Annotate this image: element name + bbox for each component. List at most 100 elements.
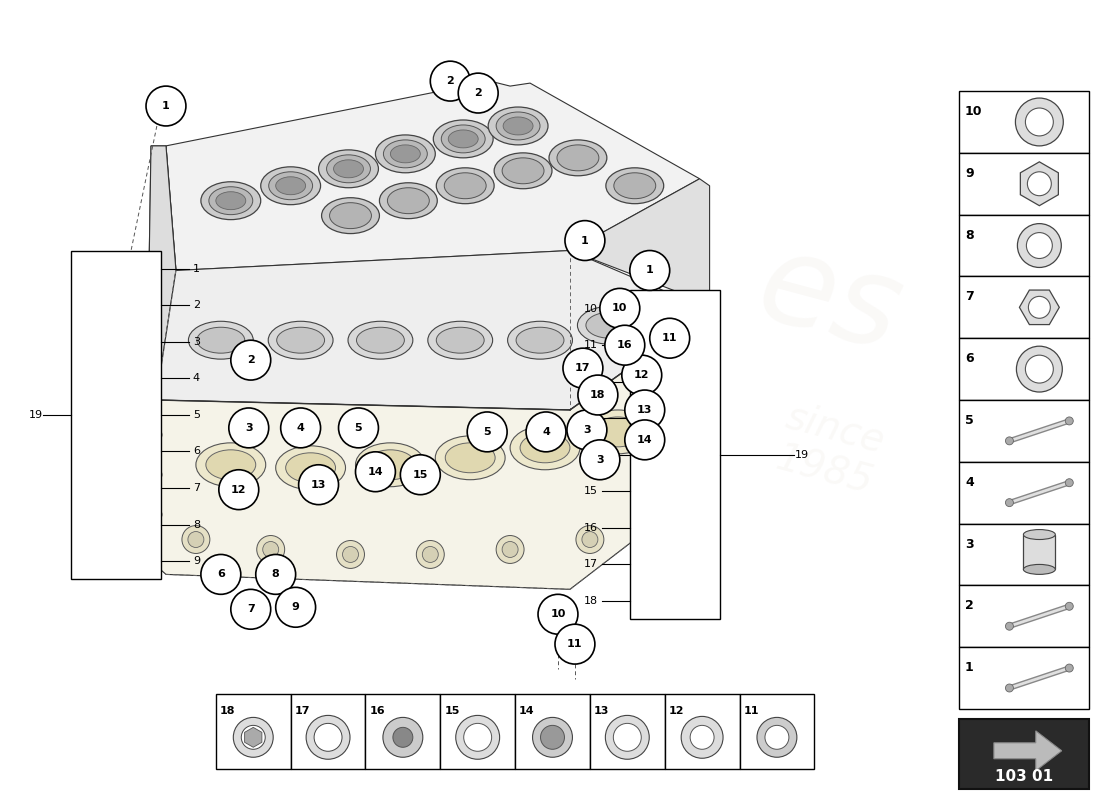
Text: 19: 19 bbox=[30, 410, 43, 420]
Polygon shape bbox=[146, 146, 176, 410]
Polygon shape bbox=[1021, 162, 1058, 206]
Text: 10: 10 bbox=[550, 610, 565, 619]
Text: 18: 18 bbox=[590, 390, 606, 400]
Circle shape bbox=[1065, 664, 1074, 672]
Circle shape bbox=[1065, 417, 1074, 425]
Text: 16: 16 bbox=[617, 340, 632, 350]
Ellipse shape bbox=[206, 450, 255, 480]
Ellipse shape bbox=[549, 140, 607, 176]
Text: 16: 16 bbox=[584, 523, 598, 533]
Circle shape bbox=[459, 73, 498, 113]
Text: 2: 2 bbox=[447, 76, 454, 86]
Bar bbox=[959, 719, 1089, 789]
Circle shape bbox=[502, 542, 518, 558]
Circle shape bbox=[1015, 98, 1064, 146]
Bar bbox=[1023, 534, 1055, 570]
Polygon shape bbox=[148, 310, 710, 590]
Text: 1: 1 bbox=[192, 264, 200, 274]
Text: 4: 4 bbox=[192, 374, 200, 383]
Circle shape bbox=[625, 420, 664, 460]
Circle shape bbox=[532, 718, 572, 758]
Circle shape bbox=[1005, 437, 1013, 445]
Text: 13: 13 bbox=[594, 706, 609, 716]
Ellipse shape bbox=[140, 506, 162, 522]
Text: 3: 3 bbox=[596, 454, 604, 465]
Ellipse shape bbox=[520, 433, 570, 462]
Ellipse shape bbox=[321, 198, 380, 234]
Circle shape bbox=[496, 535, 524, 563]
Ellipse shape bbox=[140, 466, 162, 482]
Text: 1: 1 bbox=[162, 101, 169, 111]
Bar bbox=[959, 523, 1089, 586]
Text: 3: 3 bbox=[245, 423, 253, 433]
Ellipse shape bbox=[516, 327, 564, 353]
Ellipse shape bbox=[188, 322, 253, 359]
Circle shape bbox=[255, 554, 296, 594]
Ellipse shape bbox=[355, 443, 426, 486]
Ellipse shape bbox=[507, 322, 572, 359]
Ellipse shape bbox=[488, 107, 548, 145]
Circle shape bbox=[422, 546, 438, 562]
Text: 18: 18 bbox=[584, 596, 598, 606]
Circle shape bbox=[229, 408, 268, 448]
Circle shape bbox=[241, 726, 265, 750]
Text: 10: 10 bbox=[965, 105, 982, 118]
Ellipse shape bbox=[593, 417, 642, 447]
Circle shape bbox=[757, 718, 796, 758]
Circle shape bbox=[298, 465, 339, 505]
Circle shape bbox=[1025, 355, 1054, 383]
Text: 8: 8 bbox=[965, 229, 974, 242]
Ellipse shape bbox=[441, 125, 485, 153]
Circle shape bbox=[578, 375, 618, 415]
Text: 17: 17 bbox=[584, 559, 598, 570]
Circle shape bbox=[306, 715, 350, 759]
Text: a passion made here, since 1985: a passion made here, since 1985 bbox=[222, 463, 579, 596]
Circle shape bbox=[576, 526, 604, 554]
Circle shape bbox=[614, 723, 641, 751]
Circle shape bbox=[383, 718, 422, 758]
Circle shape bbox=[337, 541, 364, 569]
Text: 12: 12 bbox=[669, 706, 684, 716]
Circle shape bbox=[455, 715, 499, 759]
Text: 9: 9 bbox=[292, 602, 299, 612]
Circle shape bbox=[1026, 233, 1053, 258]
Text: 13: 13 bbox=[584, 414, 598, 423]
Text: 5: 5 bbox=[965, 414, 974, 427]
Bar bbox=[216, 694, 290, 769]
Ellipse shape bbox=[437, 327, 484, 353]
Ellipse shape bbox=[1023, 530, 1055, 539]
Text: 14: 14 bbox=[367, 466, 383, 477]
Ellipse shape bbox=[201, 182, 261, 220]
Bar bbox=[959, 338, 1089, 400]
Polygon shape bbox=[156, 250, 710, 410]
Bar bbox=[739, 694, 814, 769]
Ellipse shape bbox=[494, 153, 552, 189]
Bar bbox=[630, 290, 719, 619]
Circle shape bbox=[1005, 684, 1013, 692]
Circle shape bbox=[621, 355, 662, 395]
Circle shape bbox=[540, 726, 564, 750]
Ellipse shape bbox=[502, 158, 544, 184]
Text: 14: 14 bbox=[637, 435, 652, 445]
Text: 15: 15 bbox=[412, 470, 428, 480]
Ellipse shape bbox=[140, 427, 162, 443]
Text: 4: 4 bbox=[542, 427, 550, 437]
Text: 13: 13 bbox=[637, 405, 652, 415]
Text: 9: 9 bbox=[965, 167, 974, 180]
Circle shape bbox=[690, 726, 714, 750]
Circle shape bbox=[600, 288, 640, 328]
Circle shape bbox=[219, 470, 258, 510]
Text: 8: 8 bbox=[192, 519, 200, 530]
Circle shape bbox=[339, 408, 378, 448]
Ellipse shape bbox=[446, 443, 495, 473]
Circle shape bbox=[393, 727, 412, 747]
Text: 4: 4 bbox=[965, 476, 974, 489]
Bar bbox=[515, 694, 590, 769]
Ellipse shape bbox=[1023, 565, 1055, 574]
Ellipse shape bbox=[276, 177, 306, 194]
Text: 16: 16 bbox=[370, 706, 385, 716]
Ellipse shape bbox=[583, 410, 652, 454]
Text: 3: 3 bbox=[965, 538, 974, 550]
Text: 3: 3 bbox=[192, 337, 200, 347]
Text: 8: 8 bbox=[272, 570, 279, 579]
